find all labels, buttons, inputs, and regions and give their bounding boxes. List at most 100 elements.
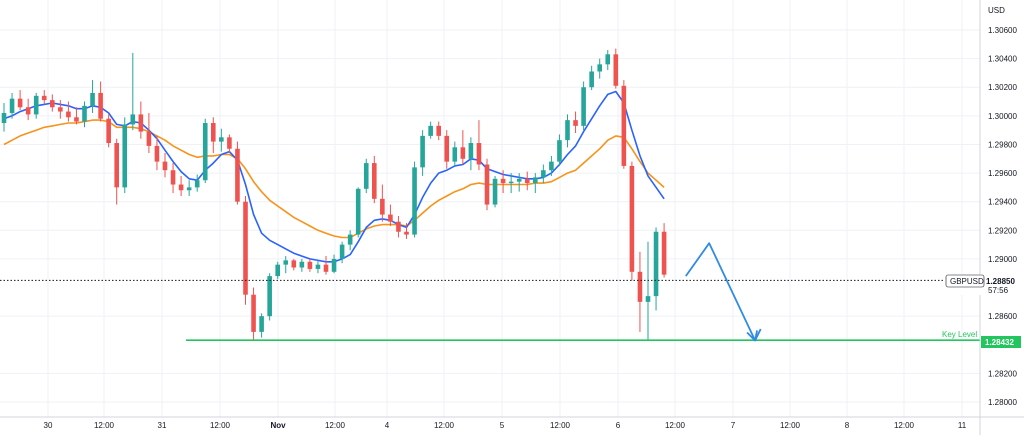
- x-tick-label: 12:00: [550, 421, 571, 430]
- candle-body: [323, 264, 329, 272]
- candle-body: [17, 98, 23, 108]
- symbol-badge: [945, 274, 985, 288]
- candle-body: [251, 294, 256, 332]
- candle-body: [581, 87, 586, 126]
- candle-body: [243, 201, 248, 295]
- candle-body: [82, 105, 87, 122]
- x-tick-label: 5: [500, 421, 505, 430]
- last-price-label: 1.28850: [986, 277, 1015, 286]
- candle-body: [645, 296, 651, 302]
- candle-body: [25, 107, 31, 115]
- candle-body: [613, 54, 619, 86]
- candle-body: [170, 170, 176, 185]
- candle-body: [66, 111, 71, 118]
- candle-body: [114, 143, 119, 188]
- candle-body: [211, 123, 216, 142]
- key-level-price-label: 1.28432: [985, 338, 1014, 347]
- candle-body: [460, 147, 466, 159]
- x-tick-label: 4: [385, 421, 390, 430]
- candle-body: [363, 163, 369, 189]
- candle-body: [468, 143, 474, 159]
- candle-body: [259, 316, 264, 332]
- candle-body: [162, 161, 168, 171]
- countdown-label: 57:56: [988, 286, 1009, 295]
- y-tick-label: 1.28600: [988, 312, 1017, 321]
- candle-body: [307, 261, 313, 269]
- candle-body: [130, 114, 136, 125]
- x-tick-label: 6: [616, 421, 621, 430]
- key-level-label: Key Level: [942, 330, 977, 339]
- candle-body: [661, 231, 667, 275]
- y-tick-label: 1.30000: [988, 112, 1017, 121]
- candle-body: [33, 95, 39, 115]
- candle-body: [122, 124, 128, 188]
- candle-body: [549, 161, 554, 171]
- plot-background: [0, 0, 980, 417]
- overlays: [0, 242, 980, 342]
- candle-body: [557, 140, 562, 162]
- candle-body: [524, 178, 530, 184]
- y-tick-label: 1.29000: [988, 255, 1017, 264]
- y-tick-label: 1.29600: [988, 169, 1017, 178]
- candle-body: [186, 187, 192, 191]
- x-tick-label: 7: [731, 421, 736, 430]
- candle-body: [621, 85, 627, 166]
- candle-body: [58, 107, 63, 112]
- candle-body: [404, 231, 409, 235]
- candle-body: [452, 147, 458, 162]
- y-tick-label: 1.29400: [988, 198, 1017, 207]
- candle-body: [589, 71, 594, 88]
- candle-body: [444, 135, 450, 162]
- candle-body: [275, 264, 280, 277]
- candle-body: [202, 123, 208, 181]
- candle-body: [291, 260, 297, 268]
- price-tags: GBPUSD 1.28850 57:56 Key Level 1.28432: [942, 274, 1021, 348]
- candle-body: [219, 137, 224, 142]
- candle-body: [629, 165, 635, 272]
- candle-body: [653, 231, 659, 297]
- x-tick-label: 12:00: [210, 421, 231, 430]
- candle-body: [533, 177, 538, 184]
- x-tick-label: 12:00: [665, 421, 686, 430]
- y-tick-label: 1.28200: [988, 369, 1017, 378]
- candle-body: [106, 118, 111, 144]
- candle-body: [412, 167, 417, 235]
- candle-body: [500, 178, 506, 184]
- candle-body: [565, 120, 570, 141]
- x-tick-label: 8: [845, 421, 850, 430]
- candle-body: [178, 184, 184, 191]
- candle-body: [428, 125, 433, 136]
- candle-body: [492, 178, 498, 205]
- candle-body: [299, 261, 305, 268]
- symbol-label: GBPUSD: [950, 277, 984, 286]
- candle-body: [50, 100, 55, 108]
- candle-body: [372, 163, 377, 199]
- candle-body: [267, 276, 272, 317]
- x-tick-label: 30: [44, 421, 53, 430]
- candle-body: [98, 92, 103, 119]
- candle-body: [1, 112, 7, 123]
- candle-body: [9, 98, 15, 113]
- candle-body: [194, 180, 200, 188]
- candle-body: [597, 64, 602, 72]
- candle-body: [605, 54, 611, 65]
- candle-body: [508, 181, 514, 184]
- candle-body: [74, 117, 79, 122]
- candle-body: [41, 95, 47, 101]
- y-tick-label: 1.30200: [988, 83, 1017, 92]
- grid: [0, 0, 980, 417]
- candle-body: [380, 198, 385, 215]
- candle-body: [283, 260, 289, 265]
- x-tick-label: 12:00: [434, 421, 455, 430]
- x-tick-label: 12:00: [894, 421, 915, 430]
- candle-body: [396, 221, 401, 232]
- candle-body: [146, 131, 152, 146]
- projection-arrowhead-icon: [746, 330, 758, 342]
- candle-body: [541, 170, 546, 178]
- ma-slow-line: [3, 119, 665, 239]
- key-level-tag: [981, 336, 1021, 348]
- candles: [1, 48, 667, 341]
- y-tick-label: 1.28000: [988, 398, 1017, 407]
